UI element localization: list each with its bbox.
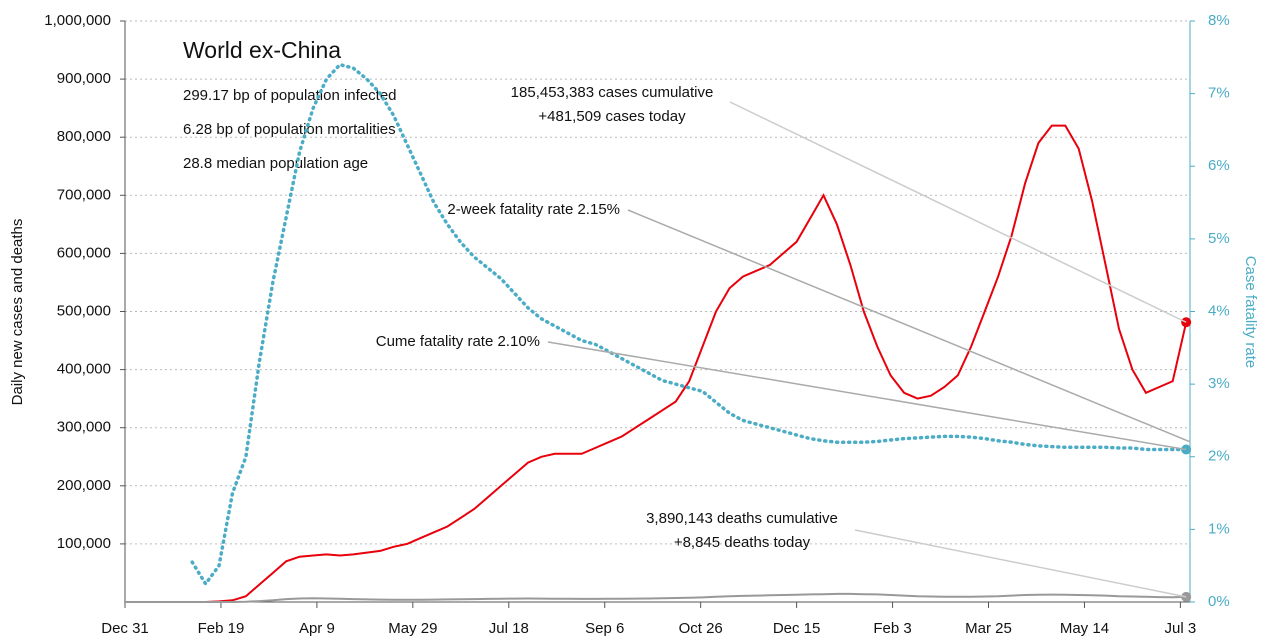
y2-axis-label: Case fatality rate <box>1242 256 1259 369</box>
y2-tick-label: 0% <box>1208 593 1230 610</box>
y-tick-label: 900,000 <box>57 70 111 87</box>
y-tick-label: 300,000 <box>57 419 111 436</box>
x-tick-label: Dec 31 <box>101 620 149 637</box>
y-tick-label: 800,000 <box>57 128 111 145</box>
x-tick-label: Mar 25 <box>965 620 1012 637</box>
leader-line <box>729 101 1187 323</box>
x-tick-label: Dec 15 <box>773 620 821 637</box>
y-tick-label: 600,000 <box>57 244 111 261</box>
y2-tick-label: 6% <box>1208 157 1230 174</box>
leader-line <box>627 209 1191 443</box>
info-line: 6.28 bp of population mortalities <box>183 121 396 138</box>
annotation: +8,845 deaths today <box>674 534 811 551</box>
x-tick-label: Jul 18 <box>489 620 529 637</box>
x-tick-label: May 14 <box>1060 620 1109 637</box>
info-line: 28.8 median population age <box>183 155 368 172</box>
x-tick-label: Apr 9 <box>299 620 335 637</box>
annotation: +481,509 cases today <box>538 108 686 125</box>
annotation: 2-week fatality rate 2.15% <box>447 201 620 218</box>
info-line: 299.17 bp of population infected <box>183 87 397 104</box>
y-tick-label: 700,000 <box>57 186 111 203</box>
leader-line <box>547 341 1187 451</box>
y2-tick-label: 1% <box>1208 520 1230 537</box>
leader-line <box>854 529 1187 598</box>
x-tick-label: Oct 26 <box>679 620 723 637</box>
y-tick-label: 1,000,000 <box>44 12 111 29</box>
y2-tick-label: 7% <box>1208 85 1230 102</box>
y2-tick-label: 5% <box>1208 230 1230 247</box>
y2-tick-label: 8% <box>1208 12 1230 29</box>
info-title: World ex-China <box>183 37 341 63</box>
x-tick-label: Feb 3 <box>873 620 911 637</box>
y-tick-label: 500,000 <box>57 302 111 319</box>
annotation: 185,453,383 cases cumulative <box>511 84 714 101</box>
series-line <box>124 124 1188 603</box>
annotation: 3,890,143 deaths cumulative <box>646 510 838 527</box>
y2-tick-label: 4% <box>1208 302 1230 319</box>
series-line <box>190 62 1188 587</box>
annotation: Cume fatality rate 2.10% <box>376 333 540 350</box>
y-tick-label: 400,000 <box>57 361 111 378</box>
y2-tick-label: 3% <box>1208 375 1230 392</box>
x-tick-label: Jul 3 <box>1165 620 1197 637</box>
x-tick-label: May 29 <box>388 620 437 637</box>
y-tick-label: 100,000 <box>57 535 111 552</box>
x-tick-label: Feb 19 <box>198 620 245 637</box>
x-tick-label: Sep 6 <box>585 620 624 637</box>
y2-tick-label: 2% <box>1208 448 1230 465</box>
y-tick-label: 200,000 <box>57 477 111 494</box>
y-axis-label: Daily new cases and deaths <box>9 219 26 406</box>
series-line <box>124 592 1188 603</box>
